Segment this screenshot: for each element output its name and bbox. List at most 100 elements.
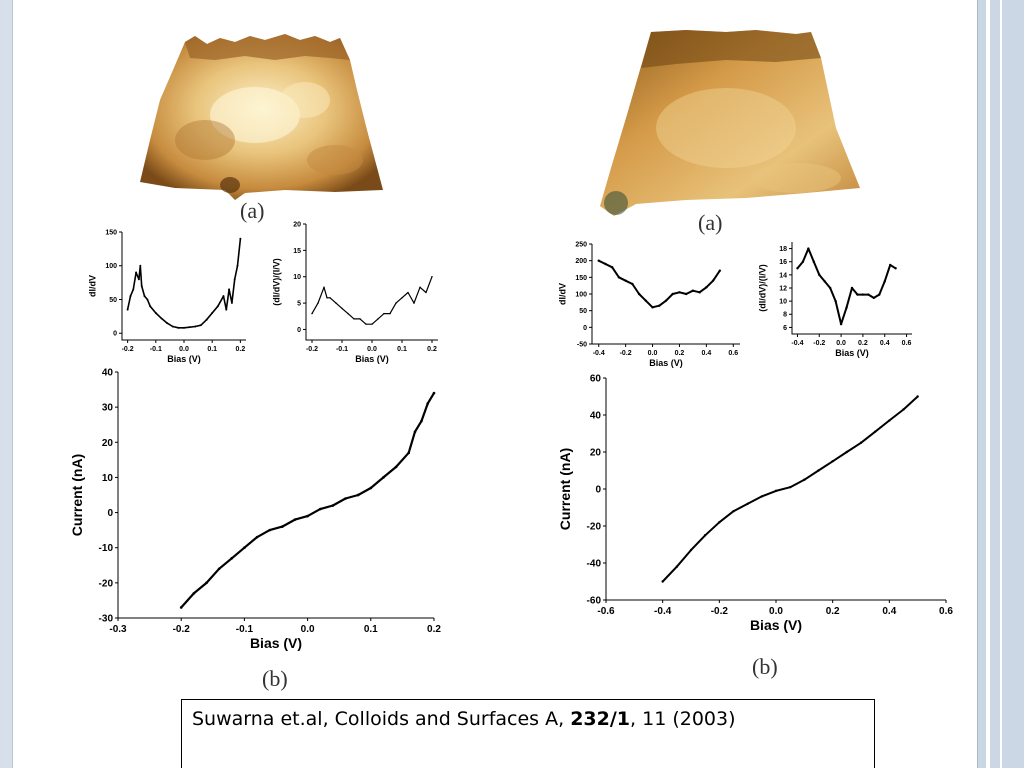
data-point	[888, 263, 892, 267]
data-point	[335, 302, 337, 304]
x-tick-label: -0.4	[791, 340, 803, 347]
y-axis-label: (dI/dV)/(I/V)	[758, 264, 768, 312]
data-point	[192, 592, 196, 595]
x-tick-label: 0.1	[364, 624, 378, 635]
x-axis-label: Bias (V)	[167, 354, 201, 364]
data-point	[369, 486, 373, 490]
data-point	[867, 293, 870, 296]
y-tick-label: 15	[293, 248, 301, 255]
data-point	[160, 317, 163, 320]
data-point	[834, 299, 837, 303]
data-point	[828, 286, 832, 290]
x-tick-label: -0.4	[593, 350, 605, 357]
y-axis-label: Current (nA)	[557, 448, 573, 530]
citation-rest: , 11 (2003)	[630, 708, 736, 730]
data-point	[344, 497, 347, 500]
data-point	[129, 295, 132, 298]
series-line	[796, 247, 897, 326]
x-axis-label: Bias (V)	[250, 635, 302, 651]
axis-lines	[791, 242, 912, 335]
y-tick-label: 10	[779, 299, 787, 306]
data-point	[306, 514, 309, 518]
y-tick-label: 8	[783, 312, 787, 319]
y-tick-label: 50	[579, 308, 587, 315]
x-tick-label: -0.2	[173, 624, 191, 635]
y-tick-label: 100	[105, 263, 117, 270]
y-axis-label: (dI/dV)/(I/V)	[272, 258, 282, 306]
data-point	[407, 291, 409, 294]
data-point	[255, 535, 259, 539]
data-point	[347, 312, 349, 315]
data-point	[216, 305, 219, 308]
series-line	[661, 395, 919, 583]
citation-box: Suwarna et.al, Colloids and Surfaces A, …	[181, 699, 875, 768]
data-point	[774, 489, 778, 493]
x-tick-label: 0.2	[427, 346, 437, 353]
data-point	[796, 267, 799, 270]
x-tick-label: 0.0	[836, 340, 846, 347]
data-point	[845, 306, 848, 309]
x-tick-label: -0.4	[654, 606, 672, 617]
y-tick-label: 10	[102, 473, 114, 484]
y-tick-label: 12	[779, 285, 787, 292]
data-point	[179, 606, 183, 609]
data-point	[211, 312, 214, 314]
data-point	[658, 304, 661, 307]
x-tick-label: 0.6	[902, 340, 912, 347]
x-tick-label: 0.0	[301, 624, 315, 635]
y-tick-label: 0	[595, 485, 601, 496]
y-tick-label: 20	[590, 448, 602, 459]
y-axis-label: Current (nA)	[69, 454, 85, 536]
chart-right-iv: -0.6 -0.4 -0.2 0.0 0.2 0.4 0.6 -60 -40 -20 0 20 40 60…	[557, 374, 953, 634]
slide-right-border	[977, 0, 1024, 768]
data-point	[431, 276, 433, 278]
x-tick-label: 0.1	[397, 346, 407, 353]
data-point	[426, 402, 429, 405]
data-point	[205, 581, 208, 585]
data-point	[356, 493, 360, 497]
data-point	[878, 293, 881, 296]
x-tick-label: -0.2	[813, 340, 825, 347]
data-point	[199, 324, 202, 327]
data-point	[146, 298, 149, 301]
x-tick-label: 0.4	[701, 350, 711, 357]
y-tick-label: 14	[779, 272, 787, 279]
x-tick-label: 0.2	[427, 624, 441, 635]
x-tick-label: 0.6	[728, 350, 738, 357]
data-point	[671, 292, 674, 296]
data-point	[823, 280, 826, 283]
left-top-panel-label: (a)	[240, 198, 265, 223]
data-point	[850, 286, 854, 290]
data-point	[664, 299, 668, 302]
data-point	[137, 278, 140, 281]
slide-left-border	[0, 0, 13, 768]
data-point	[604, 262, 607, 266]
data-point	[831, 460, 834, 463]
data-point	[132, 288, 135, 291]
data-point	[194, 325, 197, 328]
data-point	[239, 237, 242, 240]
data-point	[902, 408, 905, 411]
data-point	[705, 286, 708, 289]
data-point	[644, 299, 648, 302]
data-point	[395, 302, 397, 304]
data-point	[318, 507, 322, 511]
data-point	[597, 259, 600, 262]
x-tick-label: -0.2	[620, 350, 632, 357]
x-tick-label: 0.2	[858, 340, 868, 347]
data-point	[732, 510, 735, 513]
y-tick-label: -20	[99, 578, 114, 589]
y-tick-label: -20	[587, 522, 602, 533]
data-point	[413, 430, 417, 434]
data-point	[331, 504, 335, 507]
axis-lines	[117, 372, 434, 619]
data-point	[389, 312, 391, 315]
data-point	[839, 322, 843, 326]
data-point	[353, 318, 355, 320]
x-tick-label: 0.4	[882, 606, 896, 617]
data-point	[678, 291, 681, 294]
x-axis-label: Bias (V)	[355, 354, 389, 364]
y-tick-label: 20	[102, 438, 114, 449]
data-point	[365, 323, 367, 325]
data-point	[329, 297, 331, 299]
